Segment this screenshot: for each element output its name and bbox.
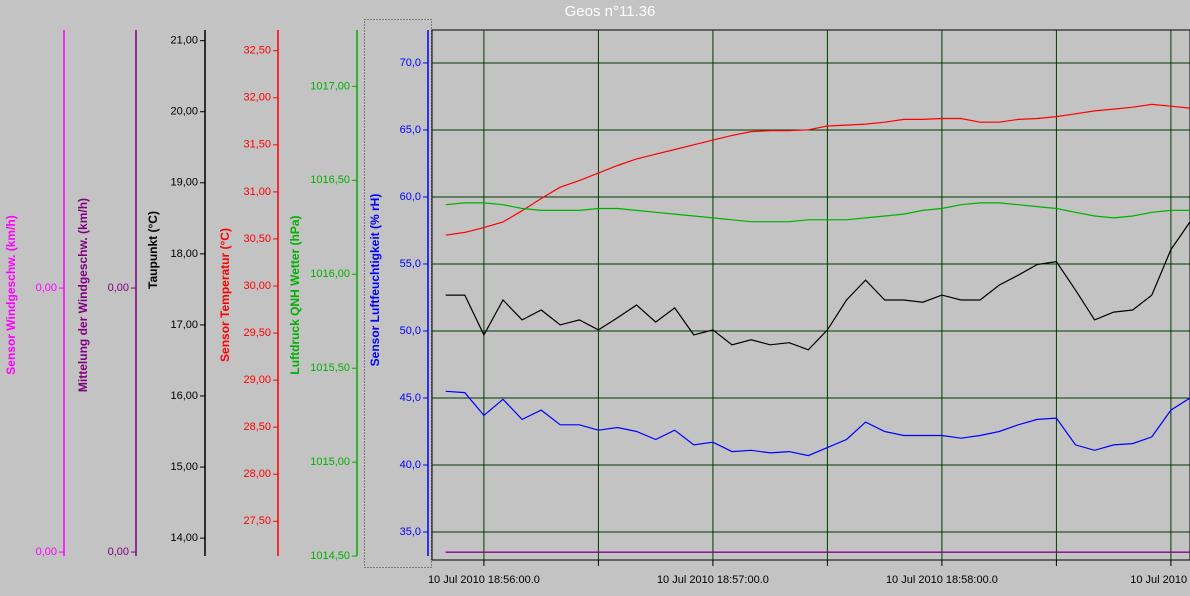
axis-label: Luftdruck QNH Wetter (hPa): [288, 215, 302, 374]
axis-label: Taupunkt (°C): [146, 211, 160, 289]
y-tick-label: 1016,50: [310, 174, 350, 186]
y-tick-label: 18,00: [170, 248, 198, 260]
series-line: [445, 202, 1190, 223]
y-tick-label: 1015,50: [310, 362, 350, 374]
y-tick-label: 28,00: [243, 468, 271, 480]
x-tick-label: 10 Jul 2010 18:58:00.0: [886, 574, 998, 586]
plot-area: [431, 29, 1190, 561]
y-tick-label: 29,50: [243, 327, 271, 339]
y-tick-label: 31,00: [243, 186, 271, 198]
axis-label: Sensor Temperatur (°C): [218, 228, 232, 362]
y-tick-label: 45,0: [400, 392, 421, 404]
y-tick-label: 30,50: [243, 233, 271, 245]
y-tick-label: 0,00: [36, 546, 57, 558]
y-tick-label: 1015,00: [310, 456, 350, 468]
y-tick-label: 32,50: [243, 45, 271, 57]
x-tick-label: 10 Jul 2010 18:57:00.0: [657, 574, 769, 586]
series-line: [445, 390, 1190, 457]
y-tick-label: 40,0: [400, 459, 421, 471]
y-tick-label: 70,0: [400, 57, 421, 69]
y-tick-label: 15,00: [170, 461, 198, 473]
y-tick-label: 21,00: [170, 35, 198, 47]
y-tick-label: 0,00: [36, 282, 57, 294]
y-tick-label: 20,00: [170, 106, 198, 118]
y-tick-label: 28,50: [243, 421, 271, 433]
axis-label: Sensor Windgeschw. (km/h): [4, 215, 18, 374]
y-tick-label: 14,00: [170, 532, 198, 544]
chart-title: Geos n°11.36: [565, 3, 656, 20]
y-tick-label: 50,0: [400, 325, 421, 337]
y-tick-label: 1016,00: [310, 268, 350, 280]
y-tick-label: 32,00: [243, 92, 271, 104]
y-tick-label: 27,50: [243, 515, 271, 527]
y-tick-label: 19,00: [170, 177, 198, 189]
y-tick-label: 35,0: [400, 526, 421, 538]
y-tick-label: 29,00: [243, 374, 271, 386]
y-tick-label: 17,00: [170, 319, 198, 331]
y-tick-label: 1017,00: [310, 80, 350, 92]
y-tick-label: 0,00: [108, 282, 129, 294]
y-tick-label: 60,0: [400, 191, 421, 203]
series-line: [445, 103, 1190, 236]
y-tick-label: 16,00: [170, 390, 198, 402]
x-tick-label: 10 Jul 2010 18:56:00.0: [428, 574, 540, 586]
y-tick-label: 1014,50: [310, 550, 350, 562]
y-tick-label: 65,0: [400, 124, 421, 136]
y-tick-label: 31,50: [243, 139, 271, 151]
series-line: [445, 221, 1190, 351]
y-tick-label: 30,00: [243, 280, 271, 292]
y-tick-label: 0,00: [108, 546, 129, 558]
x-tick-label: 10 Jul 2010 18:5: [1130, 574, 1190, 586]
y-tick-label: 55,0: [400, 258, 421, 270]
axis-selection-box: [364, 19, 432, 568]
axis-label: Sensor Luftfeuchtigkeit (% rH): [368, 194, 382, 367]
axis-label: Mittelung der Windgeschw. (km/h): [76, 198, 90, 392]
